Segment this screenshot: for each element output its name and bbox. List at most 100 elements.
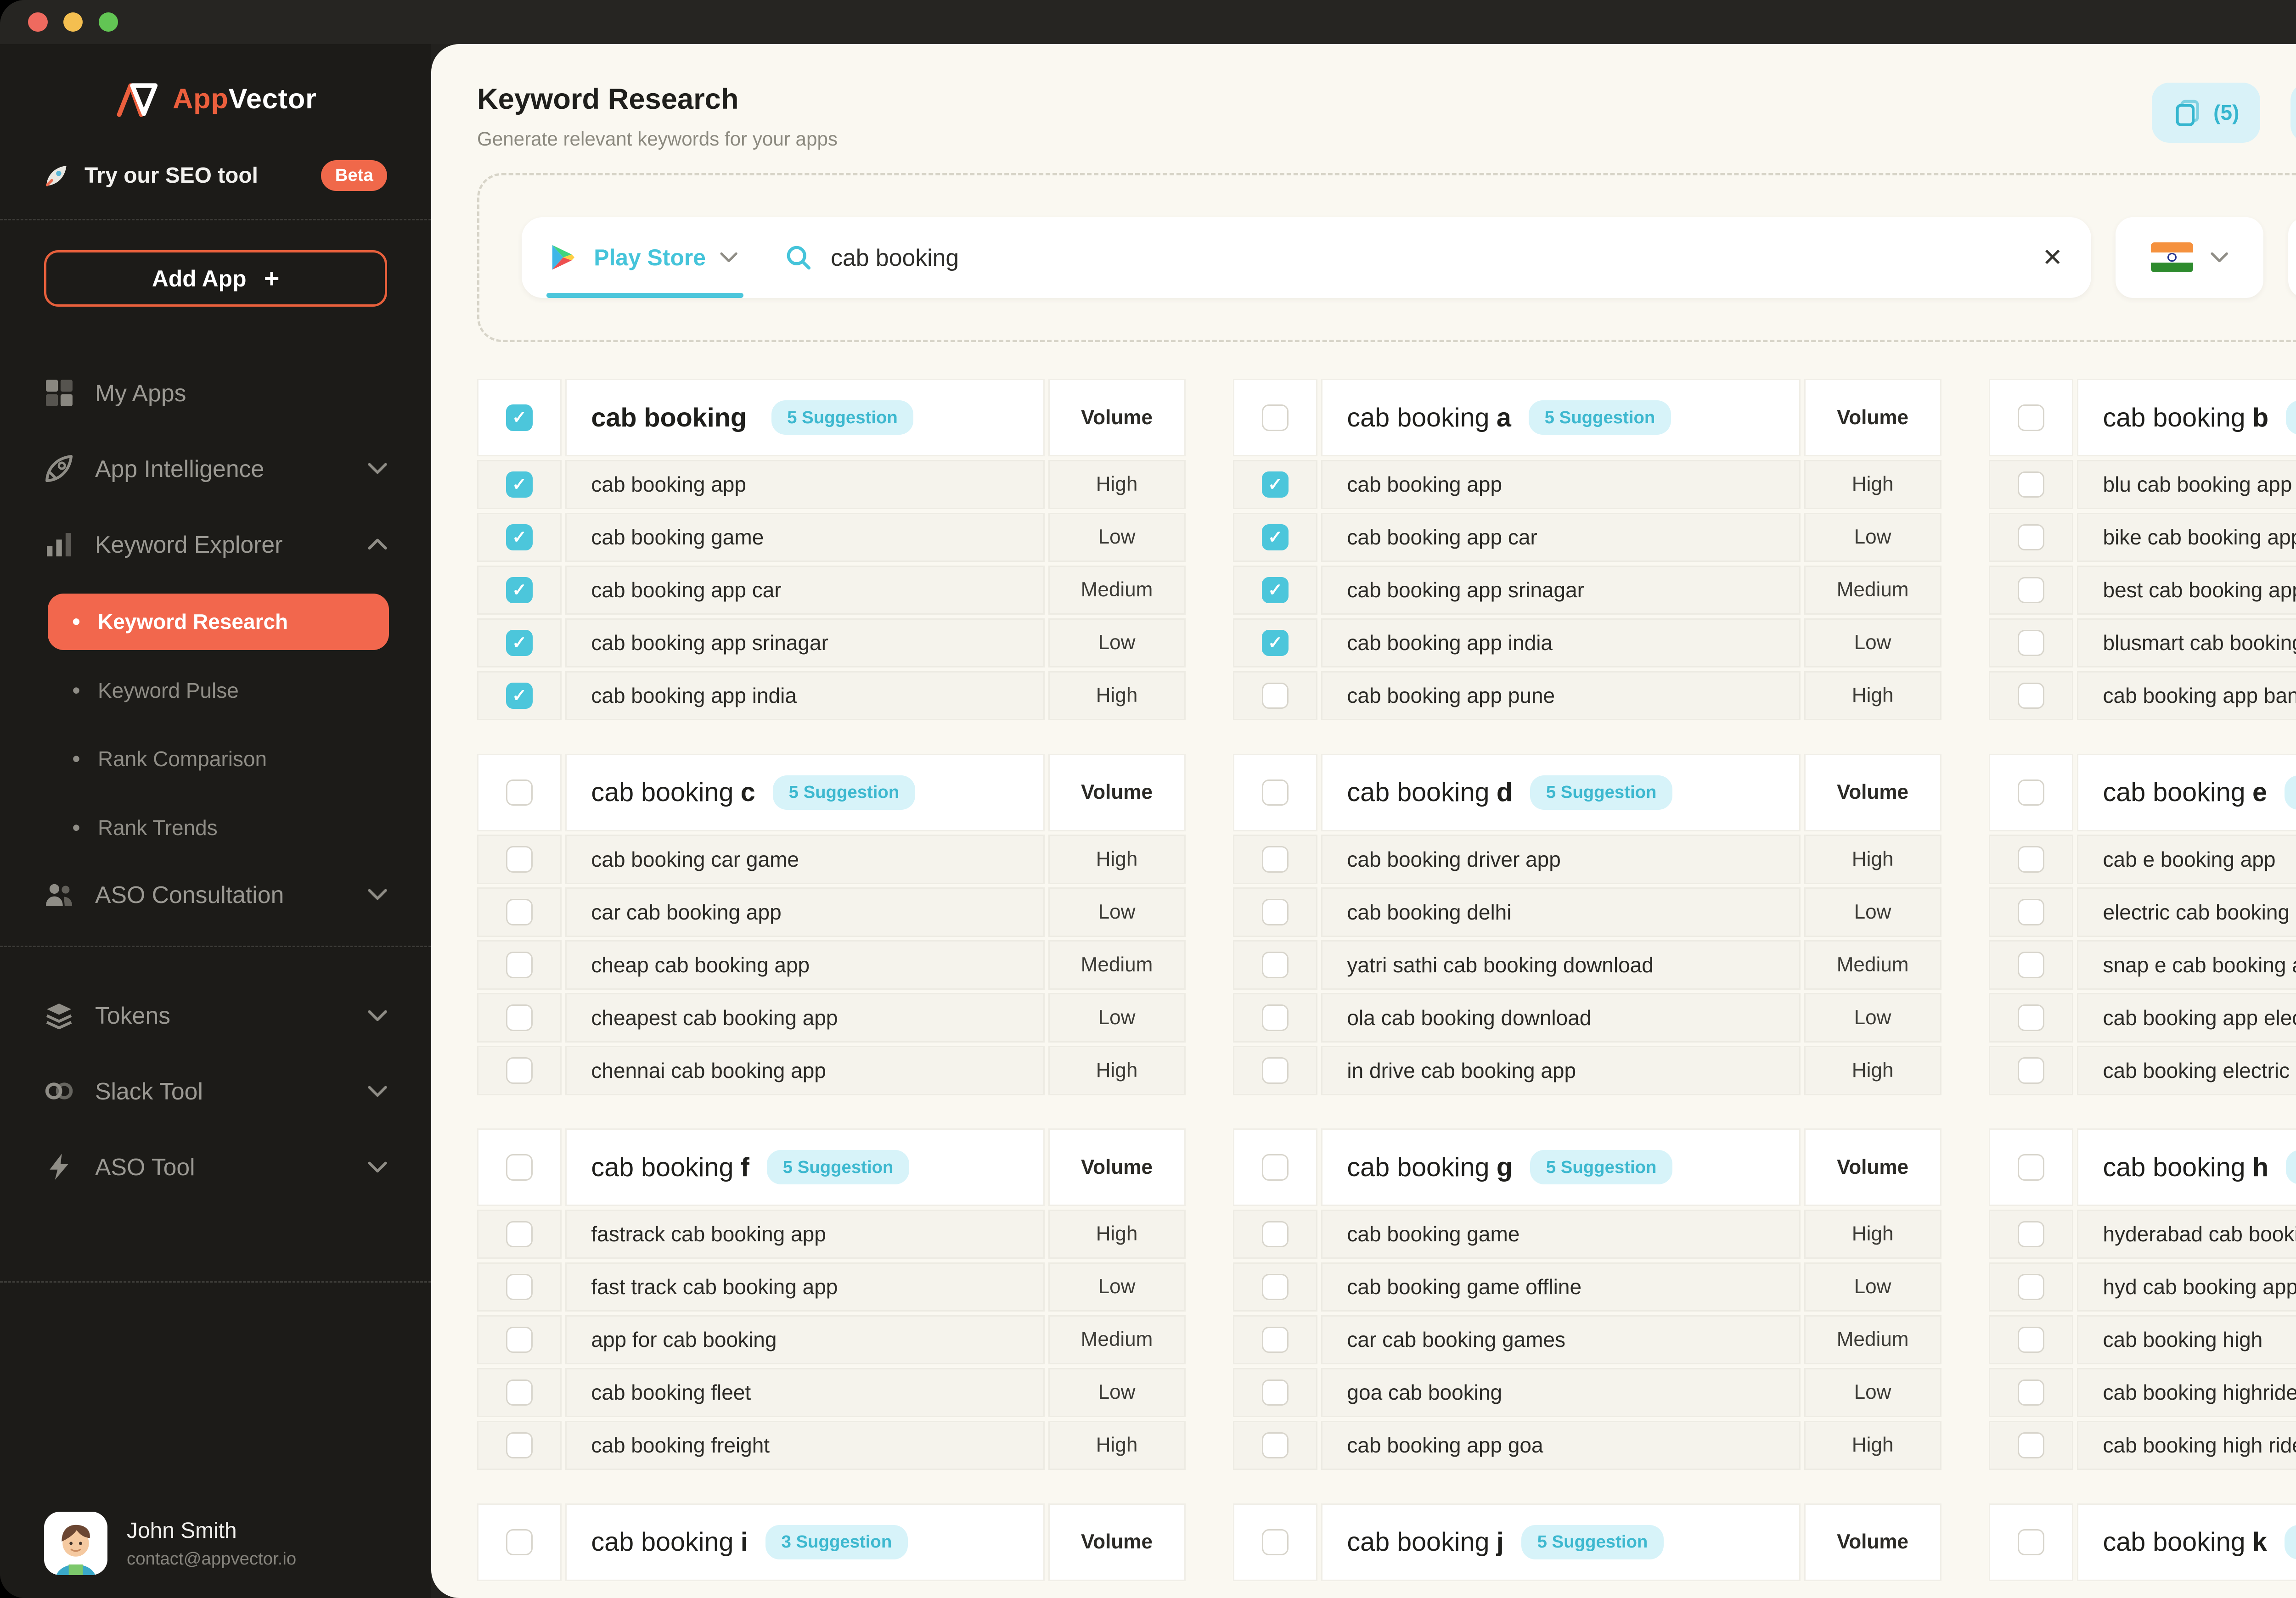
store-selector[interactable]: Play Store <box>550 243 737 271</box>
keyword-checkbox[interactable] <box>2018 1432 2044 1459</box>
select-all-checkbox[interactable] <box>1262 1154 1289 1181</box>
country-selector[interactable] <box>2116 217 2264 298</box>
keyword-checkbox[interactable] <box>2018 1326 2044 1353</box>
keyword-checkbox[interactable] <box>506 1273 533 1301</box>
keyword-checkbox[interactable] <box>506 471 533 498</box>
keyword-checkbox[interactable] <box>1262 577 1289 604</box>
keyword-checkbox[interactable] <box>1262 1273 1289 1301</box>
keyword-checkbox[interactable] <box>1262 1057 1289 1084</box>
select-all-checkbox[interactable] <box>2018 779 2044 806</box>
keyword-checkbox[interactable] <box>506 577 533 604</box>
keyword-checkbox[interactable] <box>506 629 533 656</box>
sidebar-item-aso-consultation[interactable]: ASO Consultation <box>0 868 431 921</box>
keyword-checkbox[interactable] <box>506 524 533 551</box>
select-all-checkbox[interactable] <box>1262 404 1289 431</box>
row-checkbox-cell <box>477 618 562 668</box>
keyword-text: cab booking high rider <box>2077 1420 2296 1470</box>
keyword-checkbox[interactable] <box>2018 524 2044 551</box>
keyword-checkbox[interactable] <box>1262 1432 1289 1459</box>
layers-icon <box>44 1001 74 1031</box>
keyword-checkbox[interactable] <box>1262 952 1289 978</box>
keyword-checkbox[interactable] <box>1262 1004 1289 1031</box>
keyword-checkbox[interactable] <box>2018 899 2044 925</box>
sidebar-item-tokens[interactable]: Tokens <box>0 989 431 1042</box>
keyword-checkbox[interactable] <box>506 1326 533 1353</box>
keyword-checkbox[interactable] <box>2018 846 2044 873</box>
user-profile[interactable]: John Smith contact@appvector.io <box>44 1512 296 1576</box>
select-all-checkbox[interactable] <box>2018 404 2044 431</box>
keyword-checkbox[interactable] <box>506 1379 533 1406</box>
keyword-checkbox[interactable] <box>1262 1326 1289 1353</box>
keyword-checkbox[interactable] <box>506 952 533 978</box>
select-all-checkbox[interactable] <box>2018 1529 2044 1556</box>
select-all-checkbox[interactable] <box>506 404 533 431</box>
sidebar-item-keyword-pulse[interactable]: Keyword Pulse <box>48 662 389 718</box>
volume-value: Low <box>1804 618 1941 668</box>
clear-search-icon[interactable] <box>2042 243 2063 272</box>
bar-chart-icon <box>44 529 74 559</box>
keyword-checkbox[interactable] <box>2018 629 2044 656</box>
keyword-checkbox[interactable] <box>2018 1004 2044 1031</box>
keyword-checkbox[interactable] <box>2018 1379 2044 1406</box>
keyword-text: goa cab booking <box>1321 1368 1801 1418</box>
select-all-checkbox[interactable] <box>506 779 533 806</box>
volume-value: Medium <box>1804 1315 1941 1365</box>
page-header: Keyword Research Generate relevant keywo… <box>477 83 2296 150</box>
volume-value: Low <box>1048 1368 1186 1418</box>
keyword-checkbox[interactable] <box>1262 471 1289 498</box>
select-all-checkbox[interactable] <box>2018 1154 2044 1181</box>
keyword-checkbox[interactable] <box>1262 1221 1289 1248</box>
keyword-checkbox[interactable] <box>506 1057 533 1084</box>
sidebar-item-slack-tool[interactable]: Slack Tool <box>0 1065 431 1118</box>
select-all-checkbox[interactable] <box>506 1529 533 1556</box>
sidebar-item-keyword-research[interactable]: Keyword Research <box>47 593 389 650</box>
sidebar-item-aso-tool[interactable]: ASO Tool <box>0 1140 431 1193</box>
submenu-label: Keyword Pulse <box>97 678 239 702</box>
minimize-window-button[interactable] <box>63 12 83 32</box>
beta-badge: Beta <box>321 160 388 191</box>
sidebar-item-my-apps[interactable]: My Apps <box>0 366 431 419</box>
keyword-checkbox[interactable] <box>1262 846 1289 873</box>
select-all-checkbox[interactable] <box>1262 779 1289 806</box>
keyword-checkbox[interactable] <box>506 899 533 925</box>
sidebar-item-rank-trends[interactable]: Rank Trends <box>48 800 389 856</box>
language-selector[interactable]: English <box>2288 217 2296 298</box>
sidebar-item-rank-comparison[interactable]: Rank Comparison <box>48 731 389 787</box>
volume-value: Low <box>1048 993 1186 1043</box>
keyword-checkbox[interactable] <box>1262 524 1289 551</box>
keyword-checkbox[interactable] <box>506 846 533 873</box>
keyword-checkbox[interactable] <box>506 1004 533 1031</box>
keyword-checkbox[interactable] <box>2018 471 2044 498</box>
card-title: cab booking f <box>591 1152 749 1182</box>
keyword-checkbox[interactable] <box>2018 1057 2044 1084</box>
keyword-checkbox[interactable] <box>506 682 533 709</box>
keyword-checkbox[interactable] <box>2018 952 2044 978</box>
search-input[interactable]: cab booking <box>831 244 959 271</box>
keyword-checkbox[interactable] <box>2018 682 2044 709</box>
select-all-checkbox[interactable] <box>506 1154 533 1181</box>
maximize-window-button[interactable] <box>98 12 118 32</box>
keyword-checkbox[interactable] <box>1262 1379 1289 1406</box>
selected-apps-button[interactable]: (5) <box>2152 83 2261 143</box>
seo-tool-promo[interactable]: Try our SEO tool Beta <box>44 160 388 191</box>
download-keywords-button[interactable]: (5) <box>2290 83 2296 143</box>
keyword-checkbox[interactable] <box>1262 629 1289 656</box>
close-window-button[interactable] <box>28 12 48 32</box>
keyword-checkbox[interactable] <box>506 1432 533 1459</box>
card-header: cab booking a 5 Suggestion <box>1321 379 1801 457</box>
keyword-checkbox[interactable] <box>2018 1273 2044 1301</box>
appvector-logo[interactable]: AppVector <box>0 72 431 125</box>
add-app-button[interactable]: Add App <box>44 250 388 307</box>
keyword-checkbox[interactable] <box>1262 682 1289 709</box>
keyword-checkbox[interactable] <box>1262 899 1289 925</box>
sidebar-item-keyword-explorer[interactable]: Keyword Explorer <box>0 518 431 571</box>
select-all-checkbox[interactable] <box>1262 1529 1289 1556</box>
keyword-checkbox[interactable] <box>506 1221 533 1248</box>
keyword-checkbox[interactable] <box>2018 1221 2044 1248</box>
sidebar-item-app-intelligence[interactable]: App Intelligence <box>0 442 431 495</box>
keyword-checkbox[interactable] <box>2018 577 2044 604</box>
card-header: cab booking f 5 Suggestion <box>565 1128 1045 1206</box>
row-checkbox-cell <box>1989 993 2074 1043</box>
keyword-text: bike cab booking app <box>2077 512 2296 562</box>
